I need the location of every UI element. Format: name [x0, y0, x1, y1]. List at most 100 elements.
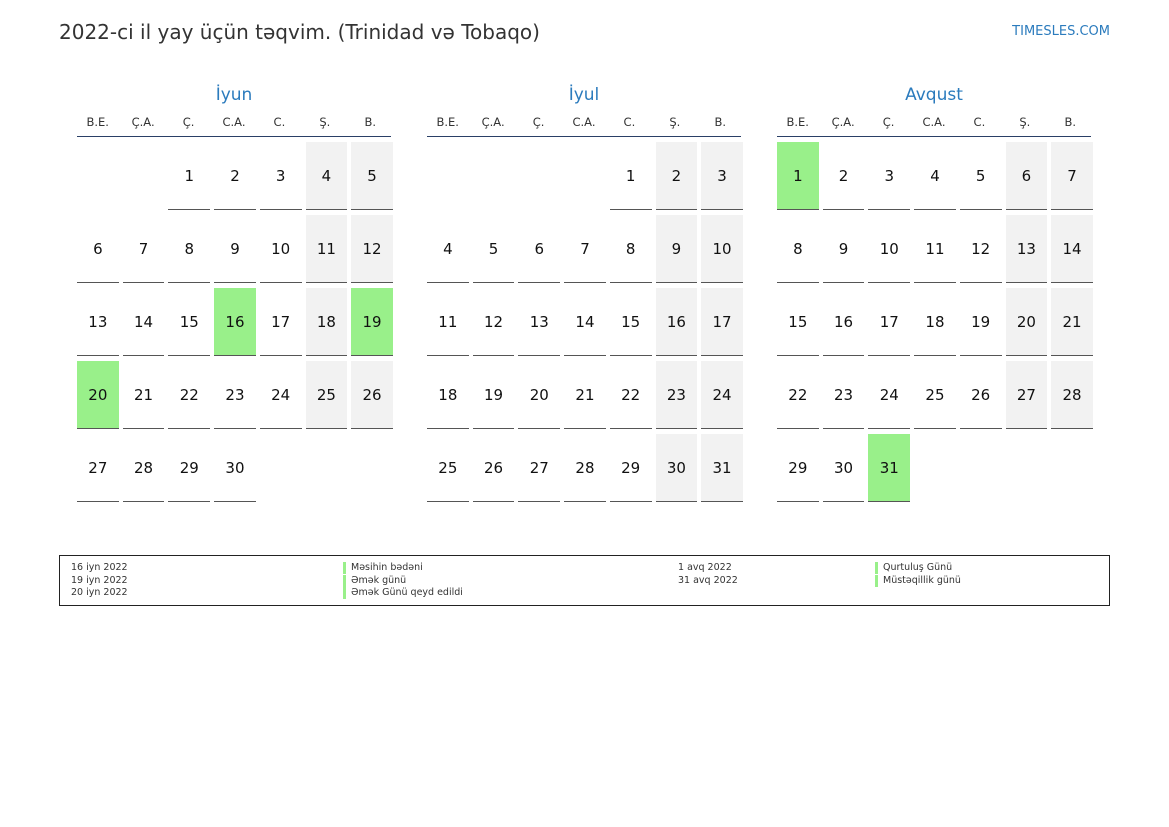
day-cell: 14 — [1051, 215, 1093, 283]
day-cell: 21 — [564, 361, 606, 429]
day-cell: 14 — [564, 288, 606, 356]
legend-holiday-name: Müstəqillik günü — [875, 574, 961, 588]
weekday-label: Ç. — [182, 115, 195, 129]
day-cell: 30 — [655, 434, 698, 502]
day-cell: 26 — [472, 434, 515, 502]
legend-date: 16 iyn 2022 — [71, 562, 128, 573]
legend-holiday-name: Əmək Günü qeyd edildi — [343, 587, 463, 600]
day-cell: 24 — [701, 361, 743, 429]
empty-day-cell — [77, 142, 119, 210]
empty-day-cell — [123, 142, 165, 210]
weekday-label: Ş. — [319, 115, 331, 129]
weekday-label: Ç. — [882, 115, 895, 129]
day-cell: 23 — [214, 361, 256, 429]
holiday-day-cell: 20 — [77, 361, 119, 429]
header-divider — [77, 136, 391, 137]
day-cell: 22 — [609, 361, 652, 429]
header-divider — [777, 136, 1091, 137]
day-cell: 29 — [777, 434, 819, 502]
day-cell: 27 — [77, 434, 119, 502]
day-cell: 29 — [609, 434, 652, 502]
month-title: İyun — [215, 85, 253, 105]
legend-names-left: Məsihin bədəni Əmək günü Əmək Günü qeyd … — [343, 562, 463, 600]
day-cell: 26 — [959, 361, 1002, 429]
day-cell: 30 — [214, 434, 256, 502]
day-cell: 27 — [518, 434, 561, 502]
weekday-label: C.A. — [572, 115, 596, 129]
weekday-label: Ç.A. — [481, 115, 505, 129]
day-cell: 30 — [822, 434, 865, 502]
day-cell: 28 — [1051, 361, 1093, 429]
weekday-label: B.E. — [786, 115, 809, 129]
day-cell: 7 — [564, 215, 606, 283]
day-cell: 2 — [214, 142, 256, 210]
day-cell: 21 — [1051, 288, 1093, 356]
day-cell: 13 — [518, 288, 561, 356]
day-grid: 1 2 3 4 5 6 7 8 9 10 11 12 13 14 15 16 17 18 19 20 21 22 23 24 2… — [777, 142, 1093, 502]
weekday-header: B.E. Ç.A. Ç. C.A. C. Ş. B. — [777, 108, 1091, 136]
day-cell: 14 — [122, 288, 165, 356]
holiday-day-cell: 19 — [351, 288, 393, 356]
weekday-label: B. — [1064, 115, 1077, 129]
day-cell: 9 — [655, 215, 698, 283]
day-cell: 15 — [609, 288, 652, 356]
day-grid: 1 2 3 4 5 6 7 8 9 10 11 12 13 14 15 16 17 18 19 20 21 22 23 24 2… — [77, 142, 393, 502]
day-cell: 16 — [655, 288, 698, 356]
legend-date: 20 iyn 2022 — [71, 587, 128, 598]
day-cell: 17 — [701, 288, 743, 356]
day-cell: 10 — [868, 215, 911, 283]
day-cell: 5 — [959, 142, 1002, 210]
day-cell: 9 — [822, 215, 865, 283]
day-cell: 18 — [914, 288, 956, 356]
holiday-day-cell: 16 — [214, 288, 256, 356]
empty-day-cell — [564, 142, 606, 210]
weekday-header: B.E. Ç.A. Ç. C.A. C. Ş. B. — [427, 108, 741, 136]
legend-dates-right: 1 avq 2022 31 avq 2022 — [678, 562, 738, 587]
day-cell: 6 — [77, 215, 119, 283]
day-cell: 12 — [472, 288, 515, 356]
day-cell: 8 — [609, 215, 652, 283]
weekday-label: B.E. — [436, 115, 459, 129]
day-cell: 3 — [259, 142, 302, 210]
day-cell: 11 — [305, 215, 348, 283]
day-cell: 27 — [1005, 361, 1048, 429]
weekday-label: Ç.A. — [131, 115, 155, 129]
day-cell: 25 — [427, 434, 469, 502]
day-cell: 22 — [168, 361, 211, 429]
day-cell: 15 — [168, 288, 211, 356]
brand-link[interactable]: TIMESLES.COM — [1012, 24, 1110, 39]
day-cell: 8 — [168, 215, 211, 283]
day-cell: 19 — [472, 361, 515, 429]
day-cell: 3 — [701, 142, 743, 210]
weekday-label: B. — [364, 115, 377, 129]
day-cell: 2 — [655, 142, 698, 210]
weekday-label: Ş. — [1019, 115, 1031, 129]
weekday-label: C. — [273, 115, 286, 129]
day-cell: 12 — [351, 215, 393, 283]
weekday-header: B.E. Ç.A. Ç. C.A. C. Ş. B. — [77, 108, 391, 136]
day-cell: 28 — [564, 434, 606, 502]
day-cell: 31 — [701, 434, 743, 502]
day-cell: 20 — [1005, 288, 1048, 356]
day-cell: 15 — [777, 288, 819, 356]
day-cell: 23 — [655, 361, 698, 429]
day-cell: 24 — [259, 361, 302, 429]
day-cell: 7 — [122, 215, 165, 283]
day-cell: 24 — [868, 361, 911, 429]
legend-holiday-name: Qurtuluş Günü — [875, 562, 961, 575]
day-cell: 19 — [959, 288, 1002, 356]
day-cell: 11 — [427, 288, 469, 356]
day-cell: 9 — [214, 215, 256, 283]
day-cell: 6 — [518, 215, 561, 283]
day-cell: 1 — [609, 142, 652, 210]
day-cell: 28 — [122, 434, 165, 502]
weekday-label: C.A. — [222, 115, 246, 129]
day-cell: 2 — [822, 142, 865, 210]
day-cell: 4 — [914, 142, 956, 210]
legend-date: 19 iyn 2022 — [71, 574, 128, 586]
day-cell: 10 — [259, 215, 302, 283]
day-cell: 23 — [822, 361, 865, 429]
day-cell: 1 — [168, 142, 211, 210]
holiday-legend: 16 iyn 2022 19 iyn 2022 20 iyn 2022 Məsi… — [59, 555, 1110, 606]
